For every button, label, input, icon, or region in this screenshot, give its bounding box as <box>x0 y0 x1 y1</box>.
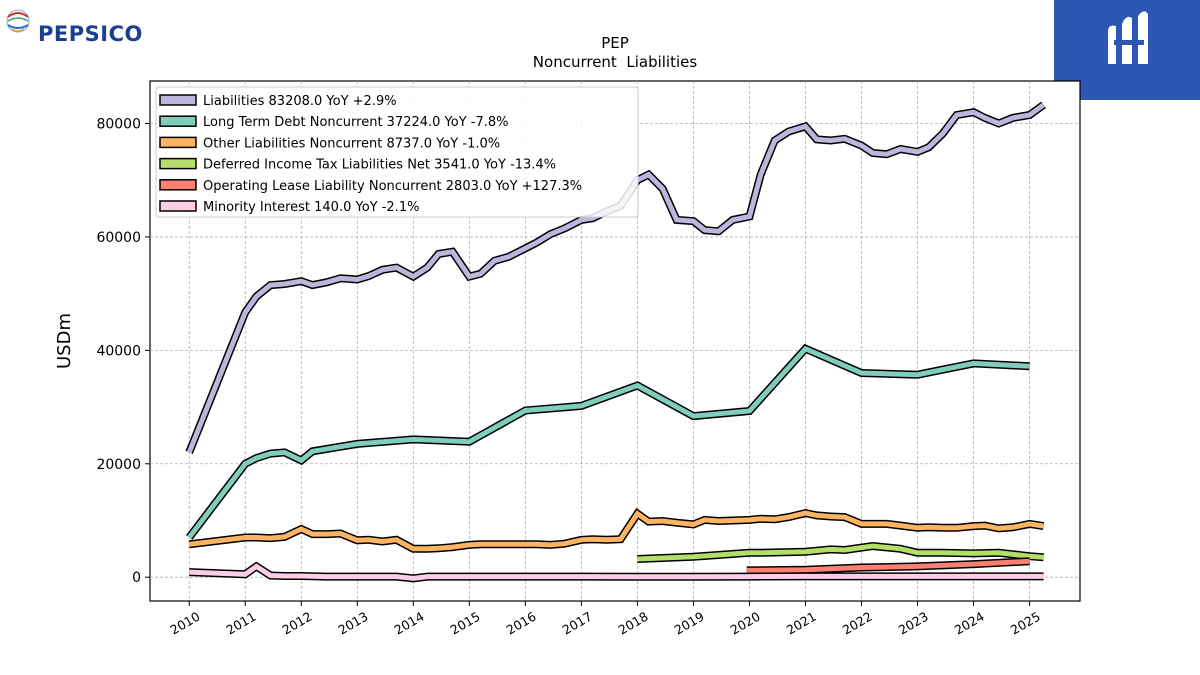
x-tick-label: 2017 <box>560 609 595 638</box>
series-layer <box>185 101 1046 583</box>
x-tick-label: 2019 <box>672 609 707 638</box>
chart-title: PEP <box>601 34 629 52</box>
legend-label-long-term-debt-noncurrent: Long Term Debt Noncurrent 37224.0 YoY -7… <box>203 115 509 130</box>
y-tick-label: 80000 <box>96 117 141 133</box>
y-tick-label: 60000 <box>96 230 141 246</box>
x-tick-label: 2014 <box>392 609 427 638</box>
y-tick-label: 40000 <box>96 343 141 359</box>
legend-swatch-other-liabilities-noncurrent <box>159 136 197 149</box>
legend-swatch-long-term-debt-noncurrent <box>159 115 197 127</box>
y-tick-label: 0 <box>132 570 141 586</box>
x-tick-label: 2012 <box>279 609 314 638</box>
legend-label-operating-lease-liability-noncurrent: Operating Lease Liability Noncurrent 280… <box>203 179 582 194</box>
x-tick-label: 2018 <box>616 609 651 638</box>
series-line-minority-interest <box>189 563 1044 581</box>
y-axis-label: USDm <box>54 313 75 369</box>
midgard-monogram-icon <box>1108 11 1148 65</box>
x-tick-label: 2024 <box>952 609 987 638</box>
y-tick-label: 20000 <box>96 457 141 473</box>
series-line-other-liabilities-noncurrent <box>188 510 1044 552</box>
legend-swatch-operating-lease-liability-noncurrent <box>159 179 197 191</box>
pepsico-wordmark: PEPSICO <box>38 22 143 46</box>
x-tick-label: 2022 <box>840 609 875 638</box>
legend-swatch-deferred-income-tax-liabilities-net <box>159 157 197 170</box>
legend-swatch-minority-interest <box>159 200 197 212</box>
series-line-long-term-debt-noncurrent <box>187 345 1030 540</box>
legend-label-deferred-income-tax-liabilities-net: Deferred Income Tax Liabilities Net 3541… <box>203 158 556 173</box>
x-tick-label: 2020 <box>728 609 763 638</box>
pepsico-logo <box>6 9 30 33</box>
series-line-deferred-income-tax-liabilities-net <box>637 543 1044 562</box>
x-tick-label: 2011 <box>223 609 258 638</box>
x-tick-label: 2013 <box>336 609 371 638</box>
x-tick-label: 2015 <box>448 609 483 638</box>
x-tick-label: 2010 <box>167 609 202 638</box>
series-line-operating-lease-liability-noncurrent <box>746 558 1030 573</box>
chart-subtitle: Noncurrent Liabilities <box>533 53 698 71</box>
legend-label-liabilities: Liabilities 83208.0 YoY +2.9% <box>203 94 397 109</box>
legend-swatch-liabilities <box>159 94 197 106</box>
y-axis: 0 20000 40000 60000 80000 <box>96 117 150 586</box>
legend: Liabilities 83208.0 YoY +2.9% Long Term D… <box>155 86 639 218</box>
pepsi-globe-icon <box>6 9 30 33</box>
x-axis: 2010 2011 2012 2013 2014 2015 2016 2017 2018 2019… <box>167 601 1043 638</box>
x-tick-label: 2016 <box>504 609 539 638</box>
x-tick-label: 2025 <box>1008 609 1043 638</box>
x-tick-label: 2023 <box>896 609 931 638</box>
x-tick-label: 2021 <box>784 609 819 638</box>
legend-label-minority-interest: Minority Interest 140.0 YoY -2.1% <box>203 200 419 215</box>
legend-label-other-liabilities-noncurrent: Other Liabilities Noncurrent 8737.0 YoY … <box>203 136 500 151</box>
midgard-finance-wordmark: MIDGARD FINANCE <box>7 68 139 82</box>
